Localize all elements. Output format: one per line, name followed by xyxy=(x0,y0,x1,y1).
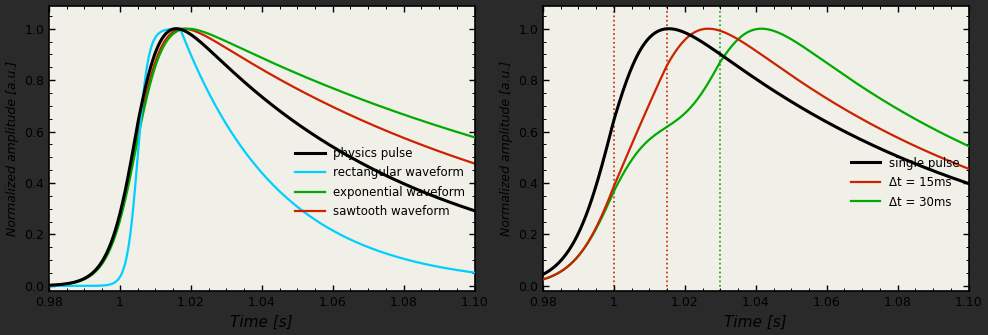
Line: rectangular waveform: rectangular waveform xyxy=(49,29,474,286)
Line: Δt = 15ms: Δt = 15ms xyxy=(543,29,968,279)
Δt = 15ms xyxy=(954,163,966,168)
sawtooth waveform xyxy=(468,161,480,165)
exponential waveform xyxy=(182,27,194,31)
Δt = 15ms xyxy=(962,167,974,171)
rectangular waveform xyxy=(43,284,55,288)
exponential waveform xyxy=(460,133,472,137)
Δt = 15ms xyxy=(611,178,622,182)
rectangular waveform xyxy=(174,27,186,31)
Δt = 30ms xyxy=(962,144,974,148)
exponential waveform xyxy=(43,283,55,287)
single pulse xyxy=(700,43,712,47)
single pulse xyxy=(537,272,549,276)
Line: sawtooth waveform: sawtooth waveform xyxy=(49,29,474,285)
physics pulse xyxy=(170,27,182,31)
physics pulse xyxy=(92,266,104,270)
rectangular waveform xyxy=(206,98,218,102)
exponential waveform xyxy=(415,118,427,122)
Y-axis label: Normalized amplitude [a.u.]: Normalized amplitude [a.u.] xyxy=(6,61,19,236)
Δt = 15ms xyxy=(909,144,921,148)
Δt = 30ms xyxy=(586,235,598,239)
Δt = 15ms xyxy=(537,277,549,281)
physics pulse xyxy=(117,200,128,204)
rectangular waveform xyxy=(225,129,237,133)
rectangular waveform xyxy=(460,269,472,273)
Δt = 30ms xyxy=(718,54,730,58)
Line: Δt = 30ms: Δt = 30ms xyxy=(543,29,968,279)
sawtooth waveform xyxy=(225,49,237,53)
single pulse xyxy=(586,198,598,202)
exponential waveform xyxy=(225,42,237,46)
physics pulse xyxy=(468,209,480,213)
exponential waveform xyxy=(206,33,218,37)
Δt = 15ms xyxy=(586,234,598,238)
Δt = 30ms xyxy=(756,27,768,31)
physics pulse xyxy=(415,189,427,193)
Δt = 30ms xyxy=(537,277,549,281)
rectangular waveform xyxy=(415,261,427,265)
single pulse xyxy=(954,179,966,183)
sawtooth waveform xyxy=(206,38,218,42)
exponential waveform xyxy=(117,208,128,212)
sawtooth waveform xyxy=(117,205,128,209)
rectangular waveform xyxy=(468,271,480,275)
Δt = 30ms xyxy=(954,140,966,144)
physics pulse xyxy=(206,51,218,55)
single pulse xyxy=(962,182,974,186)
exponential waveform xyxy=(468,135,480,139)
Δt = 15ms xyxy=(719,30,731,35)
X-axis label: Time [s]: Time [s] xyxy=(724,315,787,329)
sawtooth waveform xyxy=(178,27,190,31)
sawtooth waveform xyxy=(92,267,104,271)
Δt = 15ms xyxy=(700,27,712,31)
sawtooth waveform xyxy=(43,283,55,287)
rectangular waveform xyxy=(92,284,104,288)
physics pulse xyxy=(225,68,237,72)
Y-axis label: Normalized amplitude [a.u.]: Normalized amplitude [a.u.] xyxy=(500,61,513,236)
Δt = 30ms xyxy=(909,117,921,121)
sawtooth waveform xyxy=(460,159,472,163)
Legend: single pulse, Δt = 15ms, Δt = 30ms: single pulse, Δt = 15ms, Δt = 30ms xyxy=(847,153,962,212)
Δt = 30ms xyxy=(700,84,712,88)
Line: physics pulse: physics pulse xyxy=(49,29,474,285)
Δt = 15ms xyxy=(702,27,714,31)
sawtooth waveform xyxy=(415,142,427,146)
physics pulse xyxy=(43,283,55,287)
rectangular waveform xyxy=(117,269,128,273)
single pulse xyxy=(909,161,921,165)
single pulse xyxy=(663,27,675,31)
Line: single pulse: single pulse xyxy=(543,29,968,274)
Legend: physics pulse, rectangular waveform, exponential waveform, sawtooth waveform: physics pulse, rectangular waveform, exp… xyxy=(291,143,468,222)
physics pulse xyxy=(460,206,472,210)
X-axis label: Time [s]: Time [s] xyxy=(230,315,293,329)
Δt = 30ms xyxy=(611,184,622,188)
single pulse xyxy=(719,55,731,59)
Line: exponential waveform: exponential waveform xyxy=(49,29,474,285)
exponential waveform xyxy=(92,268,104,272)
single pulse xyxy=(611,109,622,113)
